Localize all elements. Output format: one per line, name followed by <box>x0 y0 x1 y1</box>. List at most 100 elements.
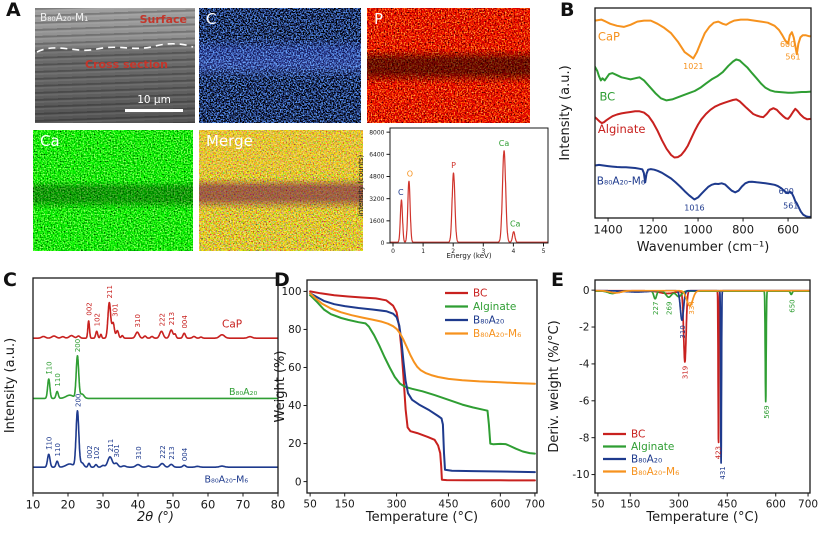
svg-text:0: 0 <box>381 240 385 247</box>
svg-text:5: 5 <box>542 248 546 255</box>
svg-text:561: 561 <box>785 52 800 61</box>
svg-text:80: 80 <box>288 324 301 336</box>
svg-text:100: 100 <box>281 286 301 298</box>
svg-text:3200: 3200 <box>369 196 384 203</box>
svg-text:1021: 1021 <box>683 62 703 71</box>
svg-text:200: 200 <box>74 339 82 352</box>
svg-text:800: 800 <box>732 223 754 237</box>
svg-text:301: 301 <box>111 303 119 316</box>
svg-text:110: 110 <box>54 373 62 386</box>
svg-text:BC: BC <box>600 89 616 103</box>
svg-text:B₈₀A₂₀: B₈₀A₂₀ <box>229 387 257 398</box>
eds-map-merge: Merge <box>199 130 363 251</box>
svg-text:BC: BC <box>473 288 487 300</box>
svg-text:102: 102 <box>94 313 102 326</box>
svg-text:4: 4 <box>511 248 515 255</box>
svg-text:-10: -10 <box>572 469 589 481</box>
svg-text:2θ (°): 2θ (°) <box>137 510 174 525</box>
svg-text:227: 227 <box>652 302 660 315</box>
panel-e-letter: E <box>551 269 564 291</box>
svg-text:1400: 1400 <box>593 223 622 237</box>
svg-text:310: 310 <box>134 314 142 327</box>
series-B80A20 <box>594 289 811 464</box>
tga-series-group <box>309 290 536 482</box>
svg-text:B₈₀A₂₀-M₆: B₈₀A₂₀-M₆ <box>597 175 645 187</box>
phosphorus-noise <box>367 8 530 123</box>
svg-text:8000: 8000 <box>369 129 384 136</box>
svg-text:B₈₀A₂₀-M₆: B₈₀A₂₀-M₆ <box>473 328 521 340</box>
svg-text:600: 600 <box>490 499 510 511</box>
svg-text:CaP: CaP <box>598 30 620 44</box>
xrd-series-group <box>32 301 279 468</box>
svg-text:BC: BC <box>631 429 645 441</box>
calcium-noise <box>33 130 193 251</box>
svg-text:002: 002 <box>85 302 93 315</box>
svg-text:222: 222 <box>159 445 167 458</box>
tga-axes-box <box>306 279 538 494</box>
svg-text:0: 0 <box>295 476 302 488</box>
svg-text:102: 102 <box>93 446 101 459</box>
sem-dashed-boundary <box>36 42 194 53</box>
svg-text:004: 004 <box>181 315 189 329</box>
series-CaP <box>594 18 812 60</box>
svg-text:269: 269 <box>666 302 674 315</box>
svg-text:200: 200 <box>74 394 82 407</box>
svg-text:Ca: Ca <box>499 139 510 148</box>
svg-text:700: 700 <box>525 499 545 511</box>
svg-text:450: 450 <box>717 499 737 511</box>
svg-text:334: 334 <box>688 301 696 315</box>
svg-text:1̄10: 1̄10 <box>46 361 54 374</box>
svg-text:450: 450 <box>438 499 458 511</box>
svg-text:700: 700 <box>798 499 818 511</box>
svg-text:Temperature (°C): Temperature (°C) <box>645 510 758 525</box>
map-label-carbon: C <box>206 10 217 28</box>
ftir-series-group <box>594 18 812 218</box>
svg-text:80: 80 <box>271 498 286 512</box>
series-B80A20-M6 <box>32 410 279 468</box>
svg-text:319: 319 <box>682 366 690 379</box>
series-B80A20-M6 <box>309 292 536 385</box>
svg-text:1600: 1600 <box>369 218 384 225</box>
svg-text:70: 70 <box>236 498 251 512</box>
svg-text:1: 1 <box>421 248 425 255</box>
svg-text:Intensity (a.u.): Intensity (a.u.) <box>558 65 573 160</box>
panel-a-letter: A <box>6 0 21 21</box>
series-BC <box>594 289 811 444</box>
svg-text:6400: 6400 <box>369 151 384 158</box>
map-label-phosphorus: P <box>374 10 384 28</box>
svg-text:1̄10: 1̄10 <box>46 437 54 450</box>
svg-text:O: O <box>407 169 413 178</box>
carbon-noise <box>199 8 361 123</box>
svg-text:B₈₀A₂₀: B₈₀A₂₀ <box>631 454 662 466</box>
svg-text:310: 310 <box>679 325 687 338</box>
svg-text:30: 30 <box>96 498 111 512</box>
series-BC <box>309 290 536 482</box>
series-BC <box>594 58 812 102</box>
eds-spectrum-chart: 0 1 2 3 4 5 0 1600 3200 4800 6400 8000 Energy (keV) I… <box>357 127 549 260</box>
eds-map-calcium: Ca <box>33 130 193 251</box>
svg-text:4800: 4800 <box>369 174 384 181</box>
eds-map-carbon: C <box>199 8 361 123</box>
svg-text:300: 300 <box>669 499 689 511</box>
svg-text:-6: -6 <box>579 395 590 407</box>
svg-text:600: 600 <box>780 40 795 49</box>
cross-section-label: Cross section <box>85 58 168 71</box>
sem-sample-label: B₈₀A₂₀-M₁ <box>40 12 89 24</box>
svg-text:002: 002 <box>86 445 94 458</box>
svg-text:Intensity (a.u.): Intensity (a.u.) <box>3 338 18 433</box>
series-B80A20 <box>309 292 536 474</box>
svg-text:-4: -4 <box>579 359 590 371</box>
svg-text:Temperature (°C): Temperature (°C) <box>365 510 478 525</box>
series-spectrum <box>389 150 549 243</box>
svg-text:Alginate: Alginate <box>598 122 645 136</box>
svg-text:B₈₀A₂₀-M₆: B₈₀A₂₀-M₆ <box>205 474 249 485</box>
svg-text:150: 150 <box>620 499 640 511</box>
svg-text:-8: -8 <box>579 432 589 444</box>
svg-text:561: 561 <box>783 202 798 211</box>
svg-text:600: 600 <box>777 223 799 237</box>
svg-text:301: 301 <box>113 444 121 457</box>
svg-text:50: 50 <box>303 499 316 511</box>
svg-text:569: 569 <box>763 405 771 418</box>
dtg-series-group <box>594 289 811 464</box>
